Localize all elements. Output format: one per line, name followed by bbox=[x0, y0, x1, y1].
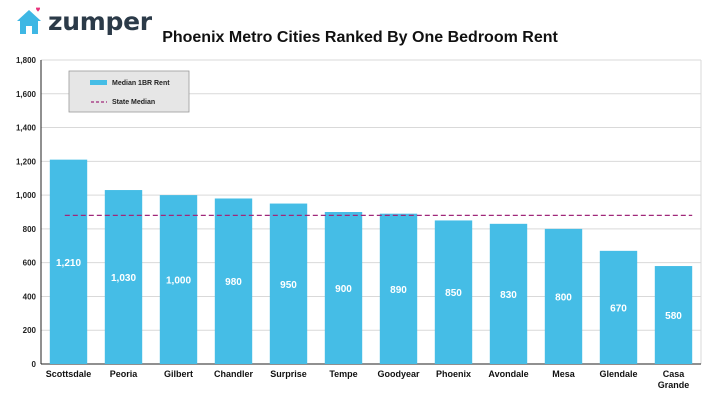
y-tick-label: 200 bbox=[23, 326, 37, 335]
chart-title: Phoenix Metro Cities Ranked By One Bedro… bbox=[162, 29, 558, 46]
bar bbox=[214, 198, 253, 364]
data-label: 670 bbox=[610, 303, 627, 314]
x-tick-label: Goodyear bbox=[377, 369, 420, 379]
y-tick-label: 800 bbox=[23, 225, 37, 234]
data-label: 850 bbox=[445, 288, 462, 299]
y-tick-label: 0 bbox=[32, 360, 37, 369]
y-tick-label: 1,600 bbox=[16, 90, 37, 99]
data-label: 1,000 bbox=[166, 276, 191, 287]
bar bbox=[159, 195, 198, 364]
bar bbox=[379, 213, 418, 364]
bar bbox=[104, 190, 143, 364]
legend-label-line: State Median bbox=[112, 99, 155, 106]
x-tick-label: Casa Grande bbox=[658, 369, 690, 390]
legend: Median 1BR Rent State Median bbox=[68, 70, 190, 113]
y-tick-label: 1,800 bbox=[16, 56, 37, 65]
data-label: 800 bbox=[555, 292, 572, 303]
data-label: 1,030 bbox=[111, 273, 136, 284]
bar bbox=[434, 220, 473, 364]
legend-swatch-bars bbox=[90, 80, 107, 85]
x-tick-label: Mesa bbox=[552, 369, 576, 379]
house-heart-icon bbox=[17, 7, 41, 34]
bar bbox=[599, 250, 638, 364]
data-label: 890 bbox=[390, 285, 407, 296]
brand-logo: zumper bbox=[14, 6, 152, 36]
x-tick-label: Tempe bbox=[329, 369, 357, 379]
data-label: 980 bbox=[225, 277, 242, 288]
bar bbox=[269, 203, 308, 364]
y-tick-label: 1,400 bbox=[16, 124, 37, 133]
x-tick-label: Surprise bbox=[270, 369, 307, 379]
y-tick-label: 400 bbox=[23, 292, 37, 301]
legend-box bbox=[68, 70, 190, 113]
axes bbox=[40, 60, 701, 365]
x-tick-label: Phoenix bbox=[436, 369, 471, 379]
x-tick-label: Scottsdale bbox=[46, 369, 92, 379]
bars bbox=[49, 159, 693, 364]
x-tick-label: Peoria bbox=[110, 369, 139, 379]
bar bbox=[489, 223, 528, 364]
x-tick-label: Chandler bbox=[214, 369, 254, 379]
y-tick-label: 1,000 bbox=[16, 191, 37, 200]
data-label: 830 bbox=[500, 290, 517, 301]
x-tick-label: Avondale bbox=[488, 369, 528, 379]
x-tick-label: Gilbert bbox=[164, 369, 193, 379]
legend-label-bars: Median 1BR Rent bbox=[112, 80, 170, 87]
data-label: 900 bbox=[335, 284, 352, 295]
bar bbox=[544, 228, 583, 364]
bar bbox=[654, 266, 693, 364]
brand-name: zumper bbox=[48, 6, 152, 36]
y-tick-label: 600 bbox=[23, 259, 37, 268]
data-label: 580 bbox=[665, 311, 682, 322]
bar bbox=[324, 212, 363, 364]
labels: 0 200 400 600 800 1,000 1,200 1,400 1,600 1,800 1,… bbox=[16, 56, 689, 390]
data-label: 950 bbox=[280, 280, 297, 291]
y-tick-label: 1,200 bbox=[16, 157, 37, 166]
gridlines bbox=[41, 59, 702, 365]
x-tick-label: Glendale bbox=[599, 369, 637, 379]
bar bbox=[49, 159, 88, 364]
data-label: 1,210 bbox=[56, 258, 81, 269]
